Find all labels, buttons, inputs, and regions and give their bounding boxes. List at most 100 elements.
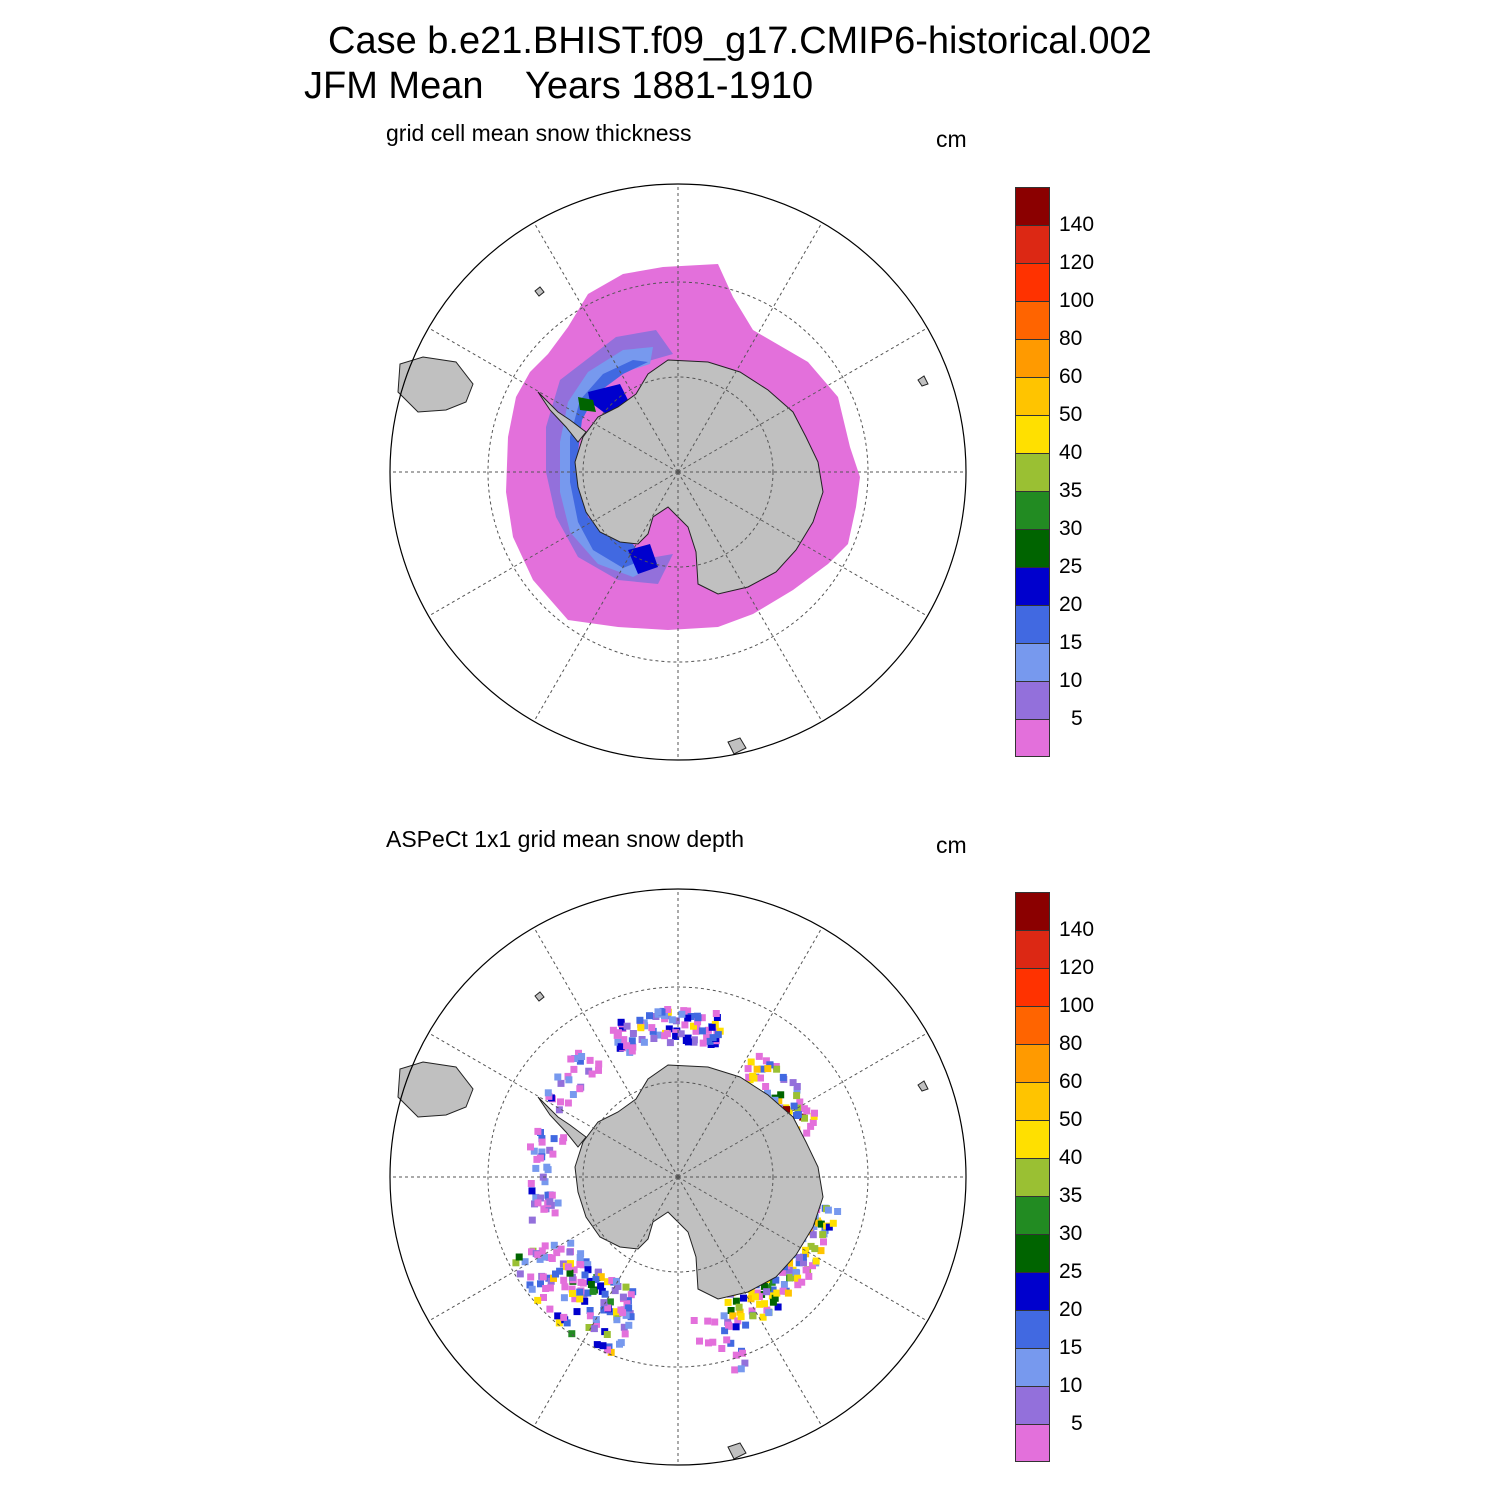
observation-cell xyxy=(809,1231,817,1239)
observation-cell xyxy=(796,1254,803,1262)
observation-cell xyxy=(690,1317,698,1324)
colorbar-swatch xyxy=(1015,339,1050,377)
observation-cell xyxy=(793,1086,801,1094)
colorbar-swatch xyxy=(1015,1386,1050,1424)
observation-cell xyxy=(559,1137,567,1145)
colorbar-tick-label: 5 xyxy=(1071,1412,1083,1435)
observation-cell xyxy=(718,1345,726,1352)
observation-cell xyxy=(566,1248,574,1256)
observation-cell xyxy=(616,1340,623,1348)
observation-cell xyxy=(568,1330,576,1338)
observation-cell xyxy=(570,1065,578,1073)
observation-cell xyxy=(703,1033,711,1041)
observation-cell xyxy=(534,1199,542,1207)
observation-cell xyxy=(672,1029,680,1037)
observation-cell xyxy=(550,1135,558,1143)
observation-cell xyxy=(611,1287,619,1295)
observation-cell xyxy=(771,1294,779,1302)
observation-cell xyxy=(769,1298,777,1306)
observation-cell xyxy=(581,1297,589,1305)
observation-cell xyxy=(723,1336,731,1344)
observation-cell xyxy=(739,1349,746,1357)
observation-cell xyxy=(762,1083,770,1090)
observation-cell xyxy=(704,1026,712,1034)
observation-cell xyxy=(594,1269,602,1277)
observation-cell xyxy=(680,1007,688,1015)
observation-cell xyxy=(580,1292,588,1299)
observation-cell xyxy=(709,1338,717,1346)
observation-cell xyxy=(560,1294,568,1302)
observation-cell xyxy=(576,1254,584,1261)
latitude-circle xyxy=(582,1081,774,1273)
observation-cell xyxy=(528,1216,536,1224)
observation-cell xyxy=(528,1248,535,1256)
observation-cell xyxy=(725,1321,732,1329)
colorbar-tick-label: 35 xyxy=(1059,479,1083,502)
observation-cell xyxy=(829,1219,837,1227)
colorbar-swatch xyxy=(1015,930,1050,968)
observation-cell xyxy=(564,1099,572,1107)
observation-cell xyxy=(759,1313,767,1321)
island-landmass xyxy=(917,1080,929,1092)
observation-cell xyxy=(696,1337,703,1345)
observation-cell xyxy=(590,1325,598,1333)
observation-cell xyxy=(787,1274,795,1282)
observation-cell xyxy=(526,1281,534,1289)
observation-cell xyxy=(560,1276,568,1284)
observation-cell xyxy=(741,1359,749,1367)
observation-cell xyxy=(592,1276,600,1284)
observation-cell xyxy=(777,1091,785,1099)
observation-cell xyxy=(721,1327,729,1335)
observation-cell xyxy=(742,1321,750,1329)
observation-cell xyxy=(563,1319,571,1327)
observation-cell xyxy=(617,1306,625,1314)
observation-cell xyxy=(764,1089,771,1097)
observation-cell xyxy=(548,1191,556,1199)
observation-cell xyxy=(784,1289,792,1297)
antarctica-landmass xyxy=(574,359,824,595)
observation-cell xyxy=(620,1323,628,1331)
observation-cell xyxy=(779,1287,787,1295)
observation-cell xyxy=(544,1191,552,1199)
observation-cell xyxy=(515,1253,523,1261)
observation-cell xyxy=(576,1295,584,1303)
observation-cell xyxy=(809,1262,816,1270)
observation-cell xyxy=(796,1098,804,1106)
observation-cell xyxy=(817,1220,825,1228)
observation-cell xyxy=(681,1021,689,1029)
observation-cell xyxy=(811,1109,818,1117)
observation-cell xyxy=(648,1024,656,1032)
observation-cell xyxy=(527,1180,535,1187)
observation-cell xyxy=(760,1282,768,1290)
observation-cell xyxy=(601,1290,609,1298)
observation-cell xyxy=(541,1242,549,1250)
observation-cell xyxy=(654,1031,662,1039)
observation-cell xyxy=(753,1065,761,1073)
colorbar-swatch xyxy=(1015,1348,1050,1386)
map-boundary xyxy=(389,183,967,761)
observation-cell xyxy=(714,1031,722,1039)
observation-cell xyxy=(597,1282,605,1290)
observation-cell xyxy=(772,1276,780,1284)
colorbar-tick-label: 60 xyxy=(1059,1070,1083,1093)
observation-cell xyxy=(608,1277,616,1284)
colorbar-swatch xyxy=(1015,1158,1050,1196)
observation-cell xyxy=(551,1209,559,1217)
observation-cell xyxy=(789,1079,797,1087)
observation-cell xyxy=(628,1047,636,1055)
observation-cell xyxy=(793,1083,801,1090)
observation-cell xyxy=(694,1014,702,1022)
panel-obs-subtitle: ASPeCt 1x1 grid mean snow depth xyxy=(386,826,744,852)
observation-cell xyxy=(566,1269,574,1277)
observation-cell xyxy=(775,1097,783,1104)
observation-cell xyxy=(694,1018,702,1026)
colorbar-swatch xyxy=(1015,1310,1050,1348)
observation-cell xyxy=(736,1308,744,1316)
observation-cell xyxy=(561,1283,569,1291)
observation-cell xyxy=(751,1293,759,1301)
colorbar-tick-label: 20 xyxy=(1059,1298,1083,1321)
colorbar-tick-label: 80 xyxy=(1059,327,1083,350)
observation-cell xyxy=(779,1073,787,1081)
observation-cell xyxy=(790,1102,798,1110)
observation-cell xyxy=(589,1287,597,1295)
